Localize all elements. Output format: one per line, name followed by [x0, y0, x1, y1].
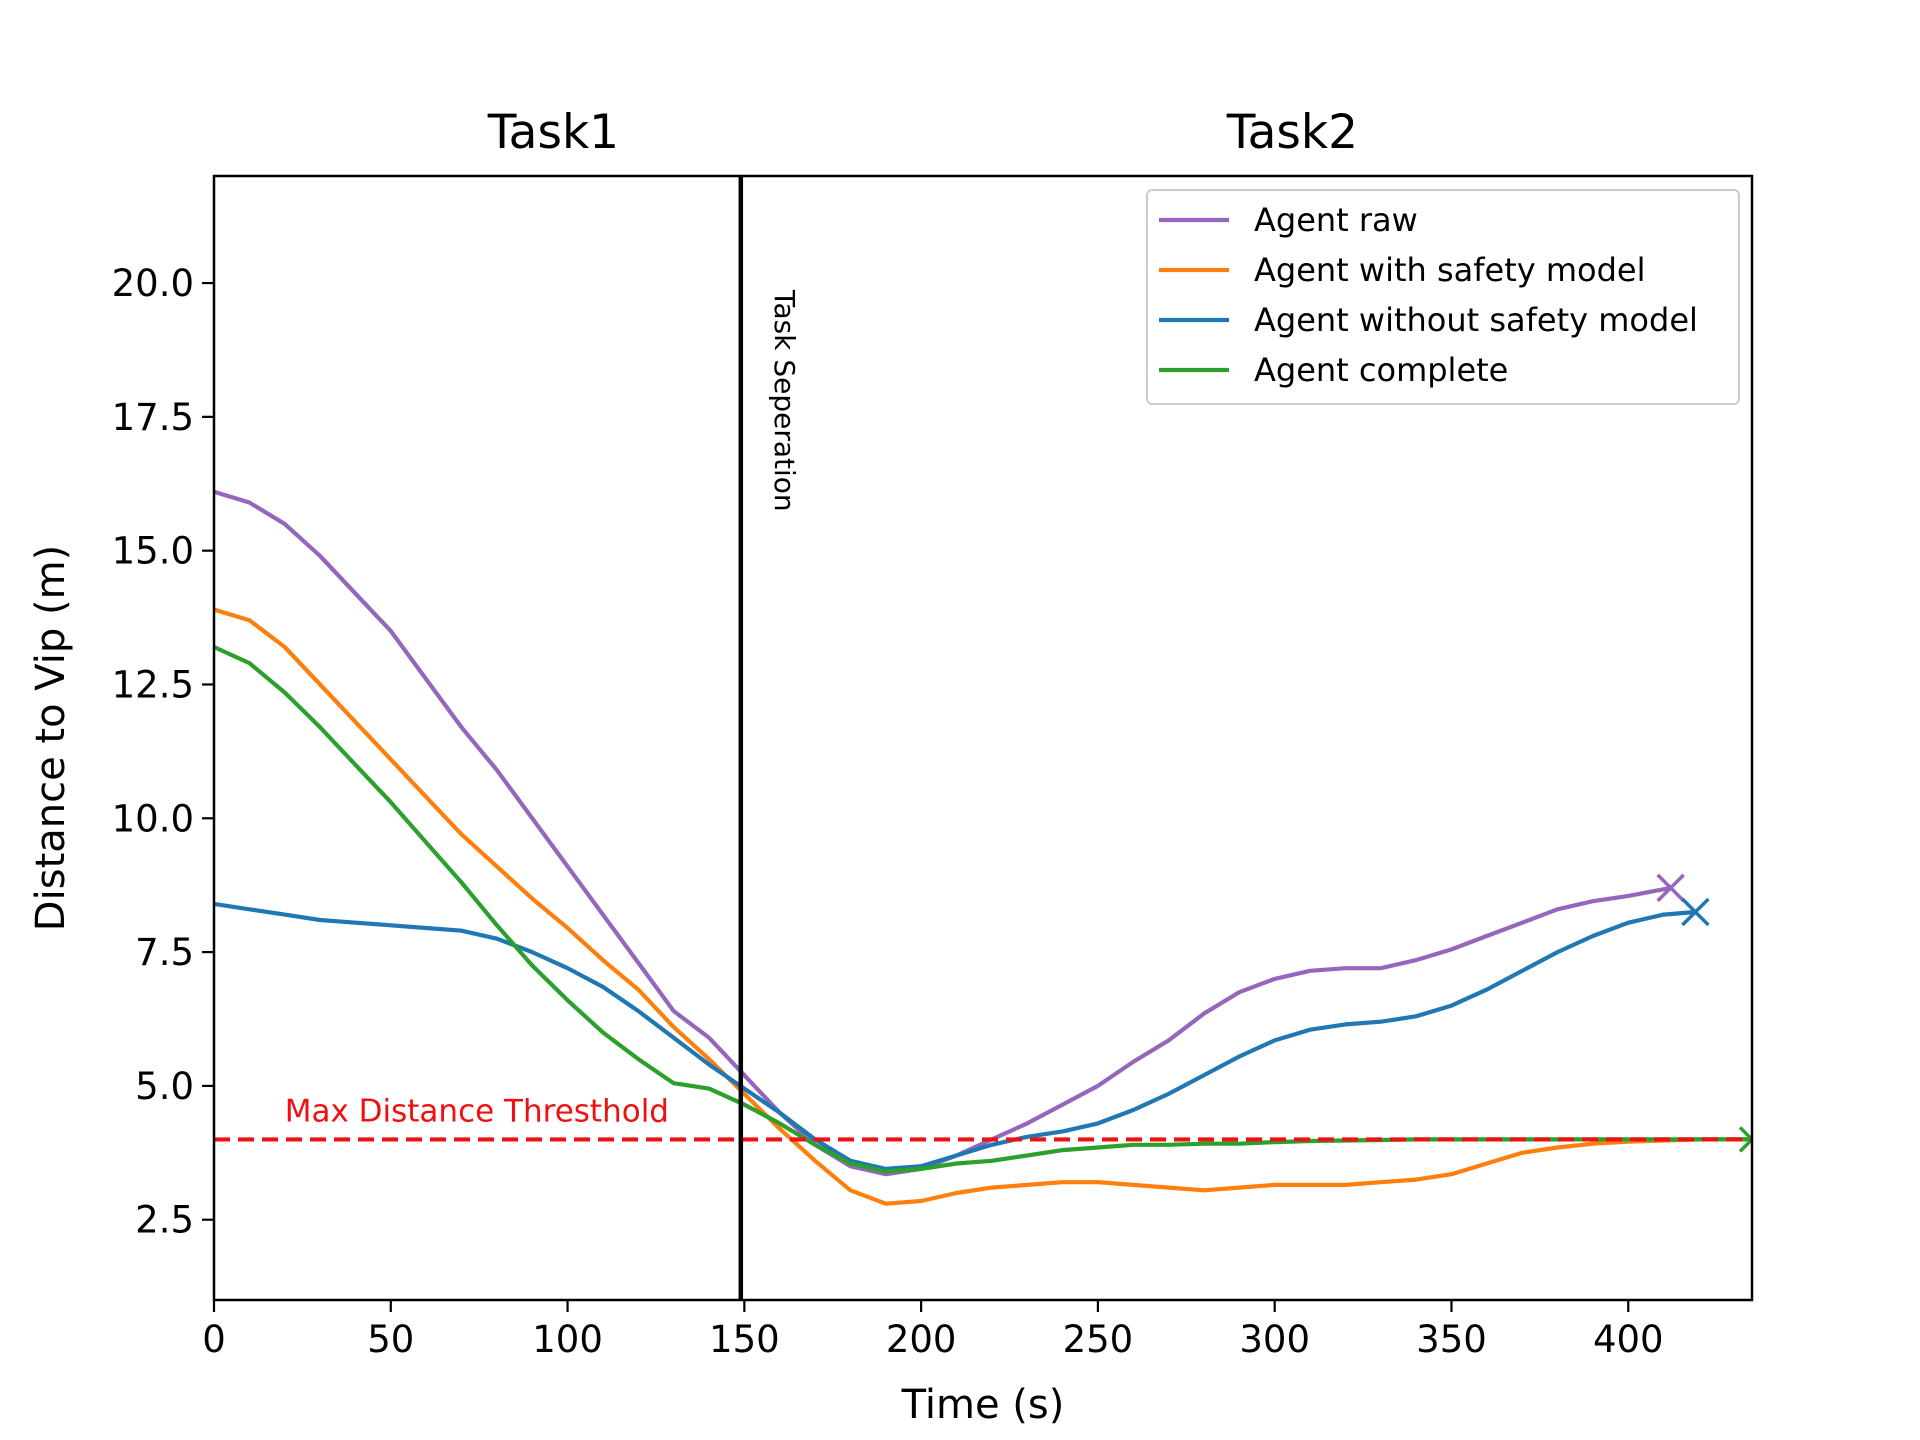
- x-tick-label: 200: [886, 1318, 957, 1361]
- y-tick-label: 5.0: [135, 1065, 194, 1108]
- task-separation-group: Task Seperation: [738, 176, 801, 1300]
- y-axis-ticks: 2.5 5.0 7.5 10.0 12.5 15.0 17.5 20.0: [112, 262, 214, 1242]
- task-title: Task2: [1226, 105, 1358, 160]
- legend-box: [1146, 189, 1740, 405]
- y-tick-label: 20.0: [112, 262, 194, 305]
- threshold-group: Max Distance Thresthold: [214, 1093, 1752, 1142]
- task-separation-label: Task Seperation: [768, 289, 801, 512]
- x-tick-label: 300: [1239, 1318, 1310, 1361]
- x-tick-label: 100: [532, 1318, 603, 1361]
- legend-label: Agent complete: [1254, 351, 1508, 389]
- y-tick-label: 2.5: [135, 1199, 194, 1242]
- x-tick-label: 50: [367, 1318, 414, 1361]
- end-marker-x-agent-raw: [1656, 873, 1685, 903]
- end-marker-arrow-agent-complete: [1738, 1126, 1752, 1153]
- x-axis-ticks: 0 50 100 150 200 250 300 350 400: [202, 1300, 1664, 1361]
- legend-label: Agent with safety model: [1254, 251, 1645, 289]
- legend-label: Agent without safety model: [1254, 301, 1698, 339]
- y-axis-label: Distance to Vip (m): [28, 545, 74, 931]
- task-titles: Task1 Task2: [487, 105, 1358, 160]
- y-tick-label: 7.5: [135, 931, 194, 974]
- y-tick-label: 12.5: [112, 663, 194, 706]
- y-tick-label: 10.0: [112, 797, 194, 840]
- end-marker-x-agent-without-safety-model: [1681, 897, 1710, 927]
- legend: Agent raw Agent with safety model Agent wi…: [1146, 189, 1740, 405]
- series-line-agent-without-safety-model: [214, 901, 1698, 1171]
- y-tick-label: 15.0: [112, 530, 194, 573]
- data-series: [214, 489, 1752, 1206]
- x-tick-label: 400: [1593, 1318, 1664, 1361]
- plot-frame: [212, 174, 1754, 1302]
- x-tick-label: 150: [709, 1318, 780, 1361]
- y-tick-label: 17.5: [112, 396, 194, 439]
- series-line-agent-with-safety-model: [214, 607, 1752, 1206]
- legend-label: Agent raw: [1254, 201, 1418, 239]
- x-tick-label: 0: [202, 1318, 226, 1361]
- task-title: Task1: [487, 105, 619, 160]
- threshold-label: Max Distance Thresthold: [285, 1093, 669, 1129]
- x-tick-label: 250: [1063, 1318, 1134, 1361]
- x-tick-label: 350: [1416, 1318, 1487, 1361]
- x-axis-label: Time (s): [901, 1382, 1065, 1428]
